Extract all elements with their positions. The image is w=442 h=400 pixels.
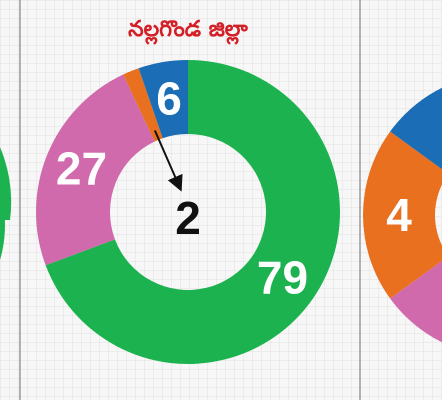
- donut-slice: [390, 87, 442, 170]
- donut-slice: [390, 260, 442, 343]
- cropped-donut: [0, 147, 12, 220]
- donut-slice: [123, 68, 163, 142]
- donut-slice: [363, 131, 442, 299]
- value-label: 6: [156, 73, 182, 125]
- donut-slice: [138, 60, 188, 139]
- value-label: 79: [257, 252, 308, 304]
- value-label: 27: [56, 143, 107, 195]
- value-label: 2: [175, 192, 201, 244]
- donut-slice: [45, 60, 340, 364]
- label-arrow: [153, 130, 183, 192]
- donut-slice: [36, 74, 155, 266]
- value-label: 4: [386, 189, 412, 241]
- chart-title: నల్లగొండ జిల్లా: [128, 17, 249, 45]
